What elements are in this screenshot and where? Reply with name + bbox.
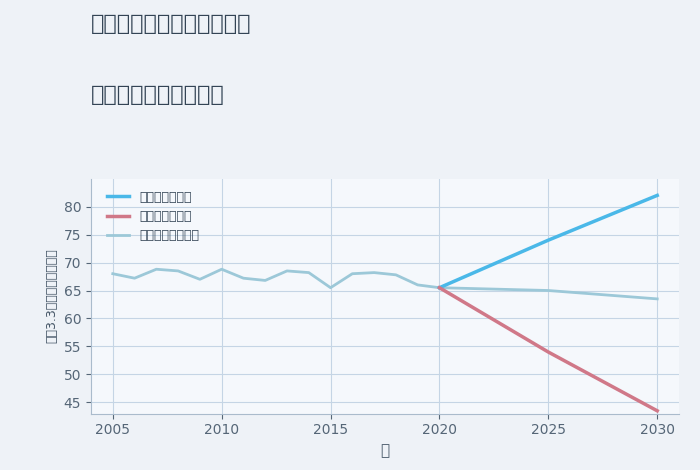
Text: 中古戸建ての価格推移: 中古戸建ての価格推移 — [91, 85, 225, 105]
バッドシナリオ — [544, 349, 552, 355]
ノーマルシナリオ — [218, 266, 226, 272]
ノーマルシナリオ — [304, 270, 313, 275]
X-axis label: 年: 年 — [380, 443, 390, 458]
ノーマルシナリオ — [108, 271, 117, 276]
ノーマルシナリオ — [348, 271, 356, 276]
Line: グッドシナリオ: グッドシナリオ — [440, 196, 657, 288]
ノーマルシナリオ — [283, 268, 291, 274]
ノーマルシナリオ — [370, 270, 378, 275]
ノーマルシナリオ — [326, 285, 335, 290]
ノーマルシナリオ — [435, 285, 444, 290]
バッドシナリオ — [653, 408, 662, 414]
ノーマルシナリオ — [130, 275, 139, 281]
ノーマルシナリオ — [392, 272, 400, 278]
ノーマルシナリオ — [239, 275, 248, 281]
ノーマルシナリオ — [174, 268, 182, 274]
ノーマルシナリオ — [152, 266, 160, 272]
グッドシナリオ — [544, 237, 552, 243]
ノーマルシナリオ — [196, 276, 204, 282]
グッドシナリオ — [435, 285, 444, 290]
Line: ノーマルシナリオ: ノーマルシナリオ — [113, 269, 440, 288]
Text: 兵庫県丹波市春日町栢野の: 兵庫県丹波市春日町栢野の — [91, 14, 251, 34]
ノーマルシナリオ — [261, 278, 270, 283]
Line: バッドシナリオ: バッドシナリオ — [440, 288, 657, 411]
ノーマルシナリオ — [414, 282, 422, 288]
バッドシナリオ — [435, 285, 444, 290]
Legend: グッドシナリオ, バッドシナリオ, ノーマルシナリオ: グッドシナリオ, バッドシナリオ, ノーマルシナリオ — [103, 187, 203, 246]
グッドシナリオ — [653, 193, 662, 198]
Y-axis label: 平（3.3㎡）単価（万円）: 平（3.3㎡）単価（万円） — [45, 249, 58, 344]
